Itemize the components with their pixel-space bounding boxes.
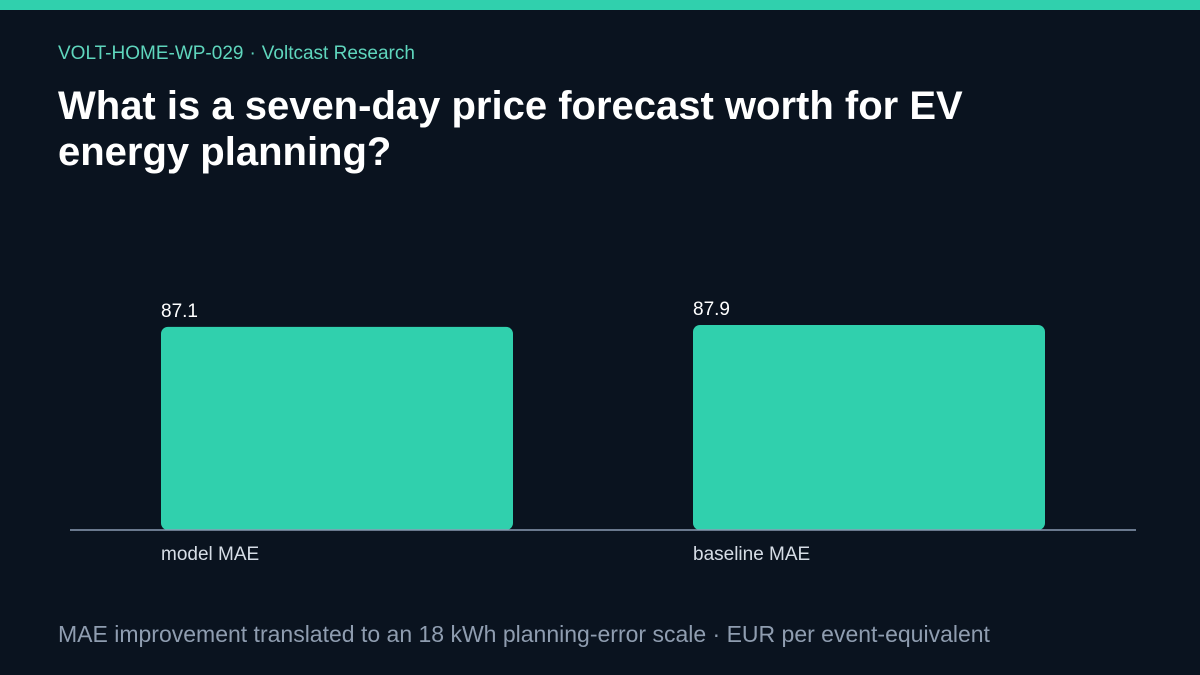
report-id: VOLT-HOME-WP-029 — [58, 43, 244, 64]
report-kicker: VOLT-HOME-WP-029 · Voltcast Research — [58, 43, 415, 65]
x-tick-label-1: model MAE — [161, 544, 259, 565]
accent-top-bar — [0, 0, 1200, 10]
bar-2 — [693, 325, 1045, 530]
bar-value-label-1: 87.1 — [161, 301, 198, 322]
x-tick-label-2: baseline MAE — [693, 544, 810, 565]
bar-1 — [161, 326, 513, 530]
chart-footnote: MAE improvement translated to an 18 kWh … — [58, 621, 990, 647]
bar-group: 87.1 model MAE 87.9 baseline MAE — [161, 299, 1045, 565]
page-title: What is a seven-day price forecast worth… — [58, 84, 963, 174]
kicker-separator: · — [249, 43, 256, 64]
bar-value-label-2: 87.9 — [693, 299, 730, 320]
publisher-name: Voltcast Research — [261, 43, 415, 64]
